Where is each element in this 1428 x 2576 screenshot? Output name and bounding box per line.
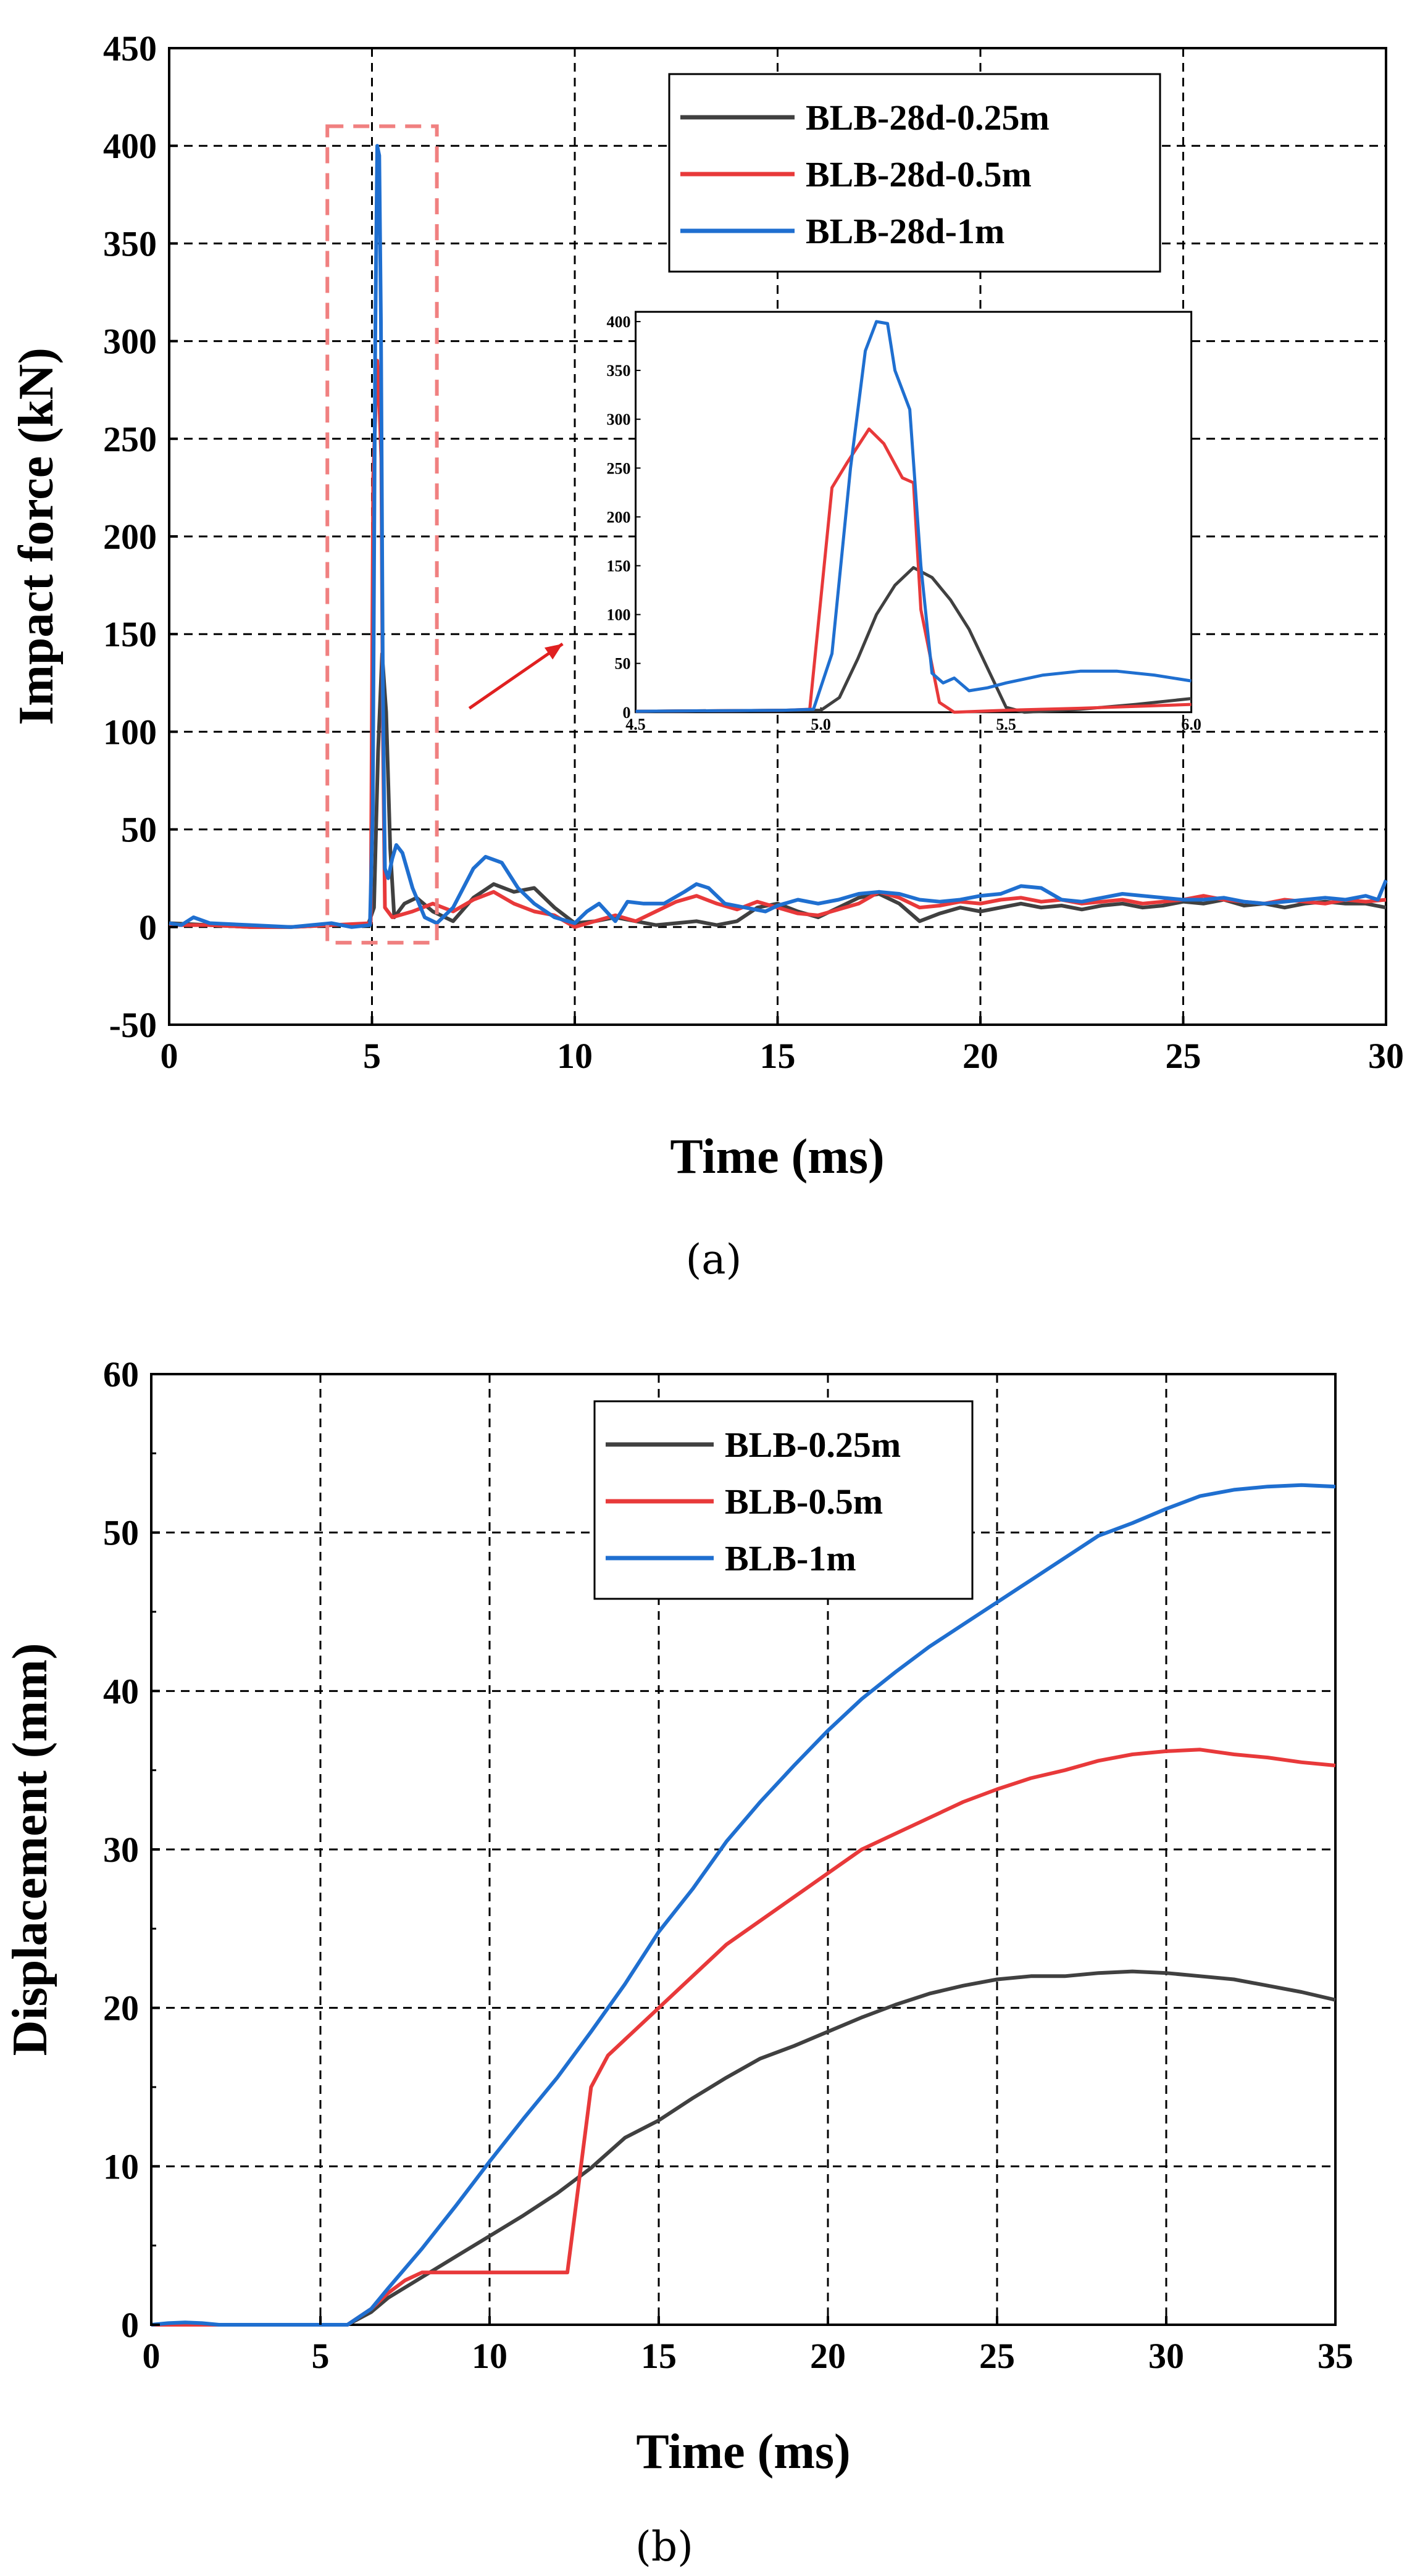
inset-y-tick-label: 350 — [607, 362, 631, 380]
tick-labels-b: 0 5 10 15 20 25 30 35 0 10 20 30 40 50 60 — [103, 1354, 1353, 2376]
zoom-arrow — [468, 642, 564, 710]
inset-x-tick-label: 6.0 — [1181, 715, 1201, 733]
x-tick-label: 15 — [641, 2336, 677, 2376]
inset-y-tick-label: 300 — [607, 411, 631, 428]
y-tick-label: 200 — [103, 517, 157, 557]
legend-a: BLB-28d-0.25m BLB-28d-0.5m BLB-28d-1m — [668, 73, 1161, 273]
legend-label-1: BLB-28d-0.25m — [806, 98, 1050, 138]
y-tick-label: 300 — [103, 322, 157, 362]
x-tick-label: 10 — [472, 2336, 507, 2376]
series-line-2 — [151, 1748, 1336, 2327]
x-tick-label: 10 — [557, 1036, 593, 1076]
inset-zoom-chart: 4.5 5.0 5.5 6.0 0 50 100 150 200 250 300 350 400 — [607, 311, 1201, 733]
series-group-a — [169, 144, 1388, 929]
legend-label-3: BLB-1m — [725, 1538, 856, 1578]
y-tick-label: 0 — [139, 907, 157, 948]
impact-force-chart: 0 5 10 15 20 25 30-500501001502002503003504004… — [9, 28, 1404, 1283]
y-axis-title-b: Displacement (mm) — [3, 1643, 57, 2056]
arrow-head — [544, 644, 563, 660]
legend-label-2: BLB-0.5m — [725, 1482, 883, 1522]
y-tick-label: 60 — [103, 1354, 139, 1394]
inset-y-tick-label: 200 — [607, 508, 631, 526]
caption-b: (b) — [635, 2523, 693, 2570]
inset-x-tick-label: 4.5 — [625, 715, 646, 733]
zoom-highlight-box — [325, 124, 439, 945]
gridlines-b — [151, 1374, 1335, 2325]
y-tick-label: 350 — [103, 223, 157, 264]
inset-y-tick-label: 150 — [607, 557, 631, 575]
x-tick-label: 20 — [962, 1036, 998, 1076]
series-line-3 — [151, 1483, 1336, 2327]
x-tick-label: 25 — [1166, 1036, 1201, 1076]
series-line-1 — [151, 1969, 1336, 2327]
y-axis-title-a: Impact force (kN) — [9, 348, 64, 725]
legend-label-3: BLB-28d-1m — [806, 211, 1004, 251]
inset-series-line-1 — [635, 566, 1192, 714]
inset-frame — [635, 311, 1193, 714]
x-axis-title-a: Time (ms) — [670, 1130, 884, 1184]
inset-y-tick-label: 50 — [615, 655, 631, 673]
y-tick-label: 20 — [103, 1988, 139, 2028]
inset-x-tick-label: 5.0 — [811, 715, 831, 733]
inset-y-tick-label: 250 — [607, 459, 631, 477]
series-line-3 — [169, 144, 1388, 929]
inset-y-tick-label: 100 — [607, 606, 631, 624]
x-tick-label: 25 — [979, 2336, 1015, 2376]
legend-label-2: BLB-28d-0.5m — [806, 154, 1032, 194]
x-tick-label: 30 — [1368, 1036, 1404, 1076]
arrow-shaft — [468, 642, 564, 710]
legend-b: BLB-0.25m BLB-0.5m BLB-1m — [593, 1400, 974, 1600]
x-tick-label: 0 — [161, 1036, 178, 1076]
y-tick-label: 10 — [103, 2146, 139, 2186]
y-tick-label: 250 — [103, 419, 157, 459]
y-tick-label: 0 — [121, 2305, 139, 2345]
y-tick-label: 400 — [103, 126, 157, 166]
y-tick-label: -50 — [109, 1005, 157, 1045]
inset-series-line-2 — [635, 427, 1192, 714]
y-tick-label: 50 — [103, 1513, 139, 1553]
x-axis-title-b: Time (ms) — [636, 2425, 850, 2479]
x-tick-label: 5 — [312, 2336, 330, 2376]
y-tick-label: 40 — [103, 1671, 139, 1711]
x-tick-label: 20 — [810, 2336, 846, 2376]
legend-label-1: BLB-0.25m — [725, 1425, 901, 1465]
x-tick-label: 5 — [363, 1036, 381, 1076]
series-group-b — [151, 1483, 1336, 2327]
inset-x-tick-label: 5.5 — [996, 715, 1016, 733]
inset-y-tick-label: 400 — [607, 313, 631, 331]
x-tick-label: 0 — [143, 2336, 161, 2376]
tick-labels-a: 0 5 10 15 20 25 30-500501001502002503003504004… — [103, 28, 1404, 1076]
caption-a: (a) — [686, 1236, 742, 1283]
x-tick-label: 15 — [760, 1036, 796, 1076]
y-tick-label: 50 — [121, 810, 157, 850]
y-tick-label: 450 — [103, 28, 157, 69]
zoom-region-rect — [325, 124, 439, 945]
inset-y-tick-label: 0 — [623, 704, 631, 722]
y-tick-label: 30 — [103, 1830, 139, 1870]
x-tick-label: 30 — [1148, 2336, 1184, 2376]
y-tick-label: 150 — [103, 614, 157, 654]
y-tick-label: 100 — [103, 712, 157, 752]
inset-series-line-3 — [635, 320, 1192, 713]
x-tick-label: 35 — [1317, 2336, 1353, 2376]
